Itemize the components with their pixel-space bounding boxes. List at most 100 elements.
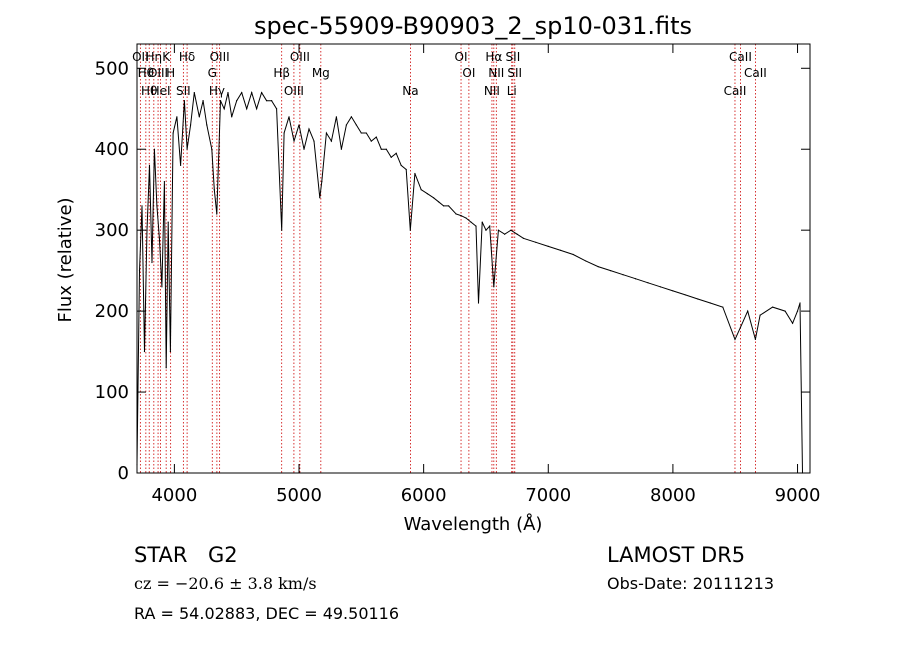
- emission-line-labels: OIIHθHθHηOIIIHeIKHSIIHδGHγOIIIHβOIIIOIII…: [132, 50, 767, 98]
- spectrum-point: [497, 229, 500, 231]
- object-class: STAR: [134, 543, 187, 567]
- spectrum-point: [330, 140, 333, 142]
- line-marker-label: HeI: [151, 84, 171, 98]
- spectrum-point: [420, 189, 422, 191]
- spectrum-point: [345, 124, 347, 126]
- spectrum-point: [796, 310, 799, 312]
- observation-date: Obs-Date: 20111213: [607, 574, 774, 593]
- spectrum-point: [183, 100, 185, 102]
- line-marker-label: NII: [484, 84, 500, 98]
- spectrum-point: [477, 302, 480, 304]
- spectrum-point: [340, 148, 342, 150]
- spectrum-point: [697, 298, 699, 300]
- spectrum-point: [153, 148, 156, 150]
- spectrum-point: [390, 156, 392, 158]
- line-marker-label: Hθ: [141, 84, 157, 98]
- spectrum-point: [335, 116, 338, 118]
- spectrum-point: [288, 116, 290, 118]
- line-marker-label: OIII: [210, 50, 230, 64]
- spectrum-point: [385, 148, 387, 150]
- spectrum-point: [186, 148, 188, 150]
- spectrum-point: [350, 116, 352, 118]
- spectrum-point: [211, 148, 213, 150]
- spectrum-point: [465, 217, 467, 219]
- spectrum-point: [151, 261, 153, 264]
- spectrum-point: [202, 100, 204, 102]
- spectrum-point: [634, 278, 637, 280]
- line-marker-label: Mg: [312, 66, 330, 80]
- line-marker-label: Hγ: [209, 84, 225, 98]
- spectrum-point: [266, 100, 268, 102]
- spectrum-point: [165, 367, 167, 369]
- x-axis-label: Wavelength (Å): [404, 513, 543, 535]
- spectrum-point: [281, 229, 283, 231]
- spectrum-point: [759, 314, 761, 316]
- spectrum-point: [784, 310, 786, 312]
- redshift-velocity: cz = −20.6 ± 3.8 km/s: [134, 574, 317, 593]
- y-tick-label: 0: [118, 463, 129, 484]
- y-tick-label: 300: [95, 220, 129, 241]
- spectrum-point: [433, 197, 435, 199]
- spectrum-point: [313, 140, 315, 142]
- y-tick-label: 200: [95, 301, 129, 322]
- line-marker-label: Hη: [146, 50, 163, 64]
- line-marker-label: Hδ: [179, 50, 195, 64]
- spectrum-point: [489, 225, 491, 227]
- x-tick-label: 9000: [775, 485, 821, 506]
- spectrum-point: [791, 322, 794, 324]
- line-marker-label: Hβ: [273, 66, 290, 80]
- line-marker-label: Hα: [485, 50, 502, 64]
- spectrum-point: [146, 229, 148, 231]
- spectrum-point: [504, 233, 506, 235]
- line-marker-label: Na: [402, 84, 418, 98]
- spectrum-point: [141, 205, 143, 207]
- spectrum-point: [319, 197, 321, 199]
- line-marker-label: Li: [507, 84, 517, 98]
- spectrum-point: [256, 108, 258, 110]
- spectrum-point: [672, 290, 674, 292]
- spectrum-point: [172, 132, 174, 134]
- line-marker-label: NII: [488, 66, 504, 80]
- spectrum-point: [395, 152, 397, 154]
- spectrum-point: [161, 286, 163, 288]
- line-marker-label: OI: [455, 50, 468, 64]
- line-marker-label: OIII: [284, 84, 304, 98]
- spectrum-point: [176, 116, 178, 118]
- spectrum-point: [158, 237, 161, 239]
- line-marker-label: H: [166, 66, 175, 80]
- spectrum-point: [365, 132, 367, 134]
- spectrum-point: [143, 350, 146, 353]
- spectrum-point: [447, 205, 450, 207]
- spectrum-point: [709, 302, 711, 304]
- spectrum-point: [455, 213, 457, 215]
- spectrum-point: [308, 128, 310, 130]
- spectrum-point: [193, 91, 195, 94]
- spectrum-point: [148, 164, 151, 167]
- line-marker-label: SII: [506, 50, 521, 64]
- spectrum-point: [734, 338, 736, 341]
- spectrum-point: [722, 306, 724, 308]
- spectrum-point: [189, 124, 192, 126]
- spectrum-point: [622, 274, 624, 276]
- spectrum-point: [572, 253, 574, 256]
- spectrum-point: [470, 221, 472, 223]
- spectrum-point: [227, 91, 229, 94]
- line-marker-label: Hθ: [138, 66, 154, 80]
- spectrum-point: [375, 136, 377, 138]
- x-tick-label: 8000: [650, 485, 696, 506]
- spectrum-point: [560, 249, 562, 252]
- survey-name: LAMOST DR5: [607, 543, 745, 567]
- spectrum-point: [460, 215, 462, 217]
- line-marker-label: K: [162, 50, 171, 64]
- line-marker-label: OII: [132, 50, 149, 64]
- spectrum-point: [684, 294, 686, 296]
- spectrum-point: [271, 100, 273, 102]
- line-marker-label: OIII: [148, 66, 168, 80]
- x-tick-label: 6000: [401, 485, 447, 506]
- spectrum-point: [138, 270, 141, 272]
- spectrum-point: [275, 108, 278, 110]
- spectrum-point: [251, 91, 253, 94]
- spectrum-point: [236, 100, 238, 102]
